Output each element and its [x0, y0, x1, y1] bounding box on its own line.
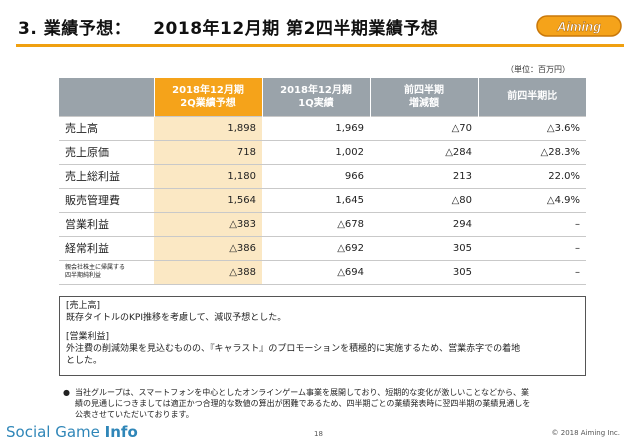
cell-diff: △284 — [370, 140, 478, 165]
cell-forecast: △383 — [154, 212, 262, 237]
cell-diff: △80 — [370, 188, 478, 213]
cell-q1: △692 — [262, 236, 370, 261]
cell-forecast: 1,180 — [154, 164, 262, 189]
notes-op-text-1: 外注費の削減効果を見込むものの、『キャラスト』のプロモーションを積極的に実施する… — [66, 344, 521, 354]
cell-q1: △678 — [262, 212, 370, 237]
footnote-line: 績の見通しにつきましては適正かつ合理的な数値の算出が困難であるため、四半期ごとの… — [75, 399, 531, 408]
table-row: 売上高 1,898 1,969 △70 △3.6% — [59, 115, 586, 141]
row-label: 販売管理費 — [59, 188, 154, 213]
header-blank — [59, 78, 154, 116]
table-row: 親会社株主に帰属する 四半期純利益 △388 △694 305 – — [59, 260, 586, 285]
cell-ratio: △28.3% — [478, 140, 586, 165]
page-title: 3. 業績予想： 2018年12月期 第2四半期業績予想 — [18, 14, 438, 39]
table-row: 販売管理費 1,564 1,645 △80 △4.9% — [59, 188, 586, 213]
notes-op-title: [営業利益] — [66, 332, 110, 342]
cell-ratio: △3.6% — [478, 115, 586, 141]
header-2q-forecast: 2018年12月期 2Q業績予想 — [153, 78, 262, 116]
cell-diff: 213 — [370, 164, 478, 189]
notes-sales-title: [売上高] — [66, 301, 101, 311]
cell-ratio: – — [478, 260, 586, 285]
cell-q1: 966 — [262, 164, 370, 189]
header-qoq-change: 前四半期 増減額 — [369, 78, 478, 116]
notes-box: [売上高] 既存タイトルのKPI推移を考慮して、減収予想とした。 [営業利益] … — [59, 296, 586, 376]
cell-diff: 294 — [370, 212, 478, 237]
cell-forecast: △388 — [154, 260, 262, 285]
cell-forecast: 1,564 — [154, 188, 262, 213]
copyright: © 2018 Aiming Inc. — [551, 429, 620, 437]
cell-ratio: △4.9% — [478, 188, 586, 213]
table-row: 売上総利益 1,180 966 213 22.0% — [59, 164, 586, 189]
cell-diff: 305 — [370, 260, 478, 285]
logo-text: Aiming — [556, 19, 601, 34]
forecast-table: 2018年12月期 2Q業績予想 2018年12月期 1Q実績 前四半期 増減額 前四… — [59, 78, 586, 285]
cell-forecast: 718 — [154, 140, 262, 165]
footnote-line: 当社グループは、スマートフォンを中心としたオンラインゲーム事業を展開しており、短… — [75, 388, 529, 397]
watermark-brand: Social Game Info — [6, 423, 138, 441]
cell-diff: △70 — [370, 115, 478, 141]
cell-ratio: – — [478, 236, 586, 261]
header-qoq-ratio: 前四半期比 — [477, 78, 586, 116]
title-text: 2018年12月期 第2四半期業績予想 — [153, 19, 439, 39]
cell-q1: 1,969 — [262, 115, 370, 141]
row-label: 売上高 — [59, 115, 154, 141]
unit-note: （単位：百万円） — [506, 65, 570, 74]
table-row: 売上原価 718 1,002 △284 △28.3% — [59, 140, 586, 165]
notes-op-text-2: とした。 — [66, 356, 103, 366]
row-label: 営業利益 — [59, 212, 154, 237]
row-label: 売上総利益 — [59, 164, 154, 189]
cell-q1: 1,002 — [262, 140, 370, 165]
page-number: 18 — [314, 430, 323, 438]
section-label: 3. 業績予想： — [18, 19, 132, 39]
cell-forecast: 1,898 — [154, 115, 262, 141]
cell-ratio: – — [478, 212, 586, 237]
cell-ratio: 22.0% — [478, 164, 586, 189]
table-header-row: 2018年12月期 2Q業績予想 2018年12月期 1Q実績 前四半期 増減額 前四… — [59, 78, 586, 116]
cell-forecast: △386 — [154, 236, 262, 261]
table-row: 経常利益 △386 △692 305 – — [59, 236, 586, 261]
row-label: 経常利益 — [59, 236, 154, 261]
header-1q-actual: 2018年12月期 1Q実績 — [261, 78, 370, 116]
cell-q1: 1,645 — [262, 188, 370, 213]
bullet-icon: ● — [63, 388, 70, 397]
footnote: ● 当社グループは、スマートフォンを中心としたオンラインゲーム事業を展開しており… — [63, 387, 583, 420]
cell-q1: △694 — [262, 260, 370, 285]
row-label: 売上原価 — [59, 140, 154, 165]
title-divider — [16, 44, 624, 47]
row-label: 親会社株主に帰属する 四半期純利益 — [59, 260, 154, 285]
aiming-logo: Aiming — [536, 15, 622, 37]
notes-sales-text: 既存タイトルのKPI推移を考慮して、減収予想とした。 — [66, 313, 287, 323]
footnote-line: 公表させていただいております。 — [75, 410, 194, 419]
cell-diff: 305 — [370, 236, 478, 261]
table-row: 営業利益 △383 △678 294 – — [59, 212, 586, 237]
